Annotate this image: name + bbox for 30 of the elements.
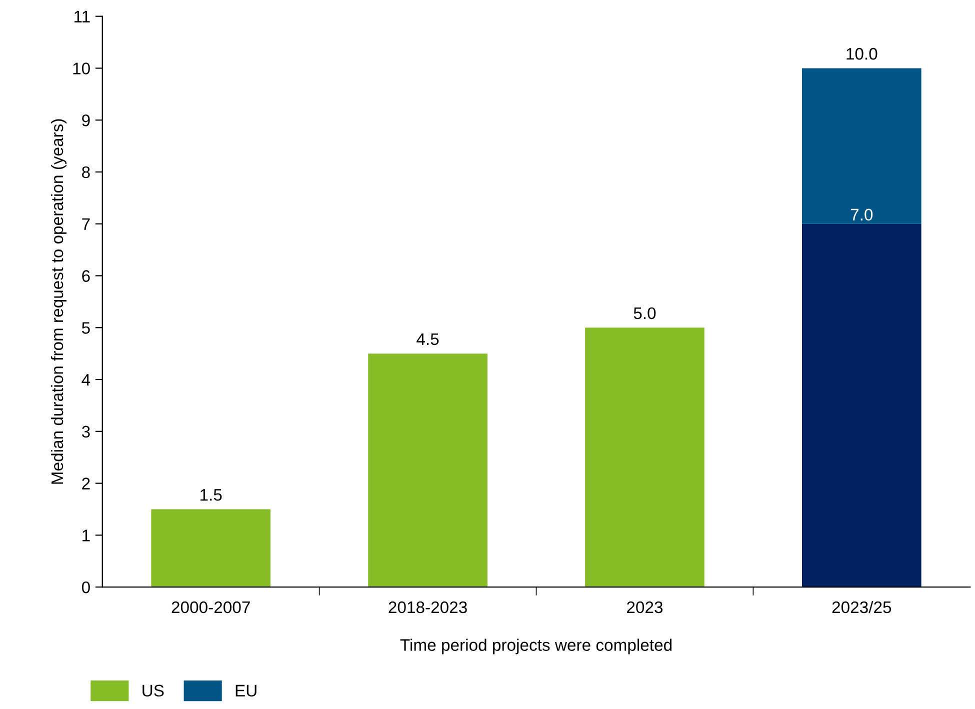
y-tick-label: 6 — [82, 270, 90, 282]
x-tick-label: 2023/25 — [832, 600, 892, 614]
total-label: 1.5 — [200, 489, 222, 501]
y-tick-label: 7 — [82, 218, 90, 230]
legend-label: EU — [236, 684, 256, 697]
y-tick-label: 9 — [82, 114, 90, 126]
total-label: 4.5 — [416, 333, 439, 346]
bar — [802, 68, 922, 224]
x-axis-title: Time period projects were completed — [400, 638, 672, 654]
y-tick-label: 2 — [82, 478, 90, 490]
y-tick-label: 4 — [82, 374, 90, 386]
x-tick-label: 2023 — [627, 601, 663, 614]
legend-label: US — [142, 684, 164, 697]
x-tick-label: 2000-2007 — [172, 601, 250, 614]
bar — [368, 354, 488, 588]
y-tick-label: 10 — [73, 62, 90, 74]
y-tick-label: 11 — [74, 10, 90, 22]
bar — [151, 509, 270, 588]
data-label: 7.0 — [850, 208, 873, 221]
y-tick-label: 8 — [82, 166, 90, 178]
bar — [802, 224, 922, 588]
total-label: 5.0 — [634, 307, 656, 320]
x-tick-label: 2018-2023 — [388, 601, 467, 614]
y-tick-label: 1 — [82, 530, 90, 542]
total-label: 10.0 — [846, 48, 878, 60]
y-tick-label: 0 — [82, 581, 90, 594]
y-axis-title: Median duration from request to operation (years) — [50, 119, 66, 484]
y-tick-label: 5 — [82, 322, 90, 334]
y-tick-label: 3 — [82, 426, 90, 438]
bar — [585, 328, 704, 588]
